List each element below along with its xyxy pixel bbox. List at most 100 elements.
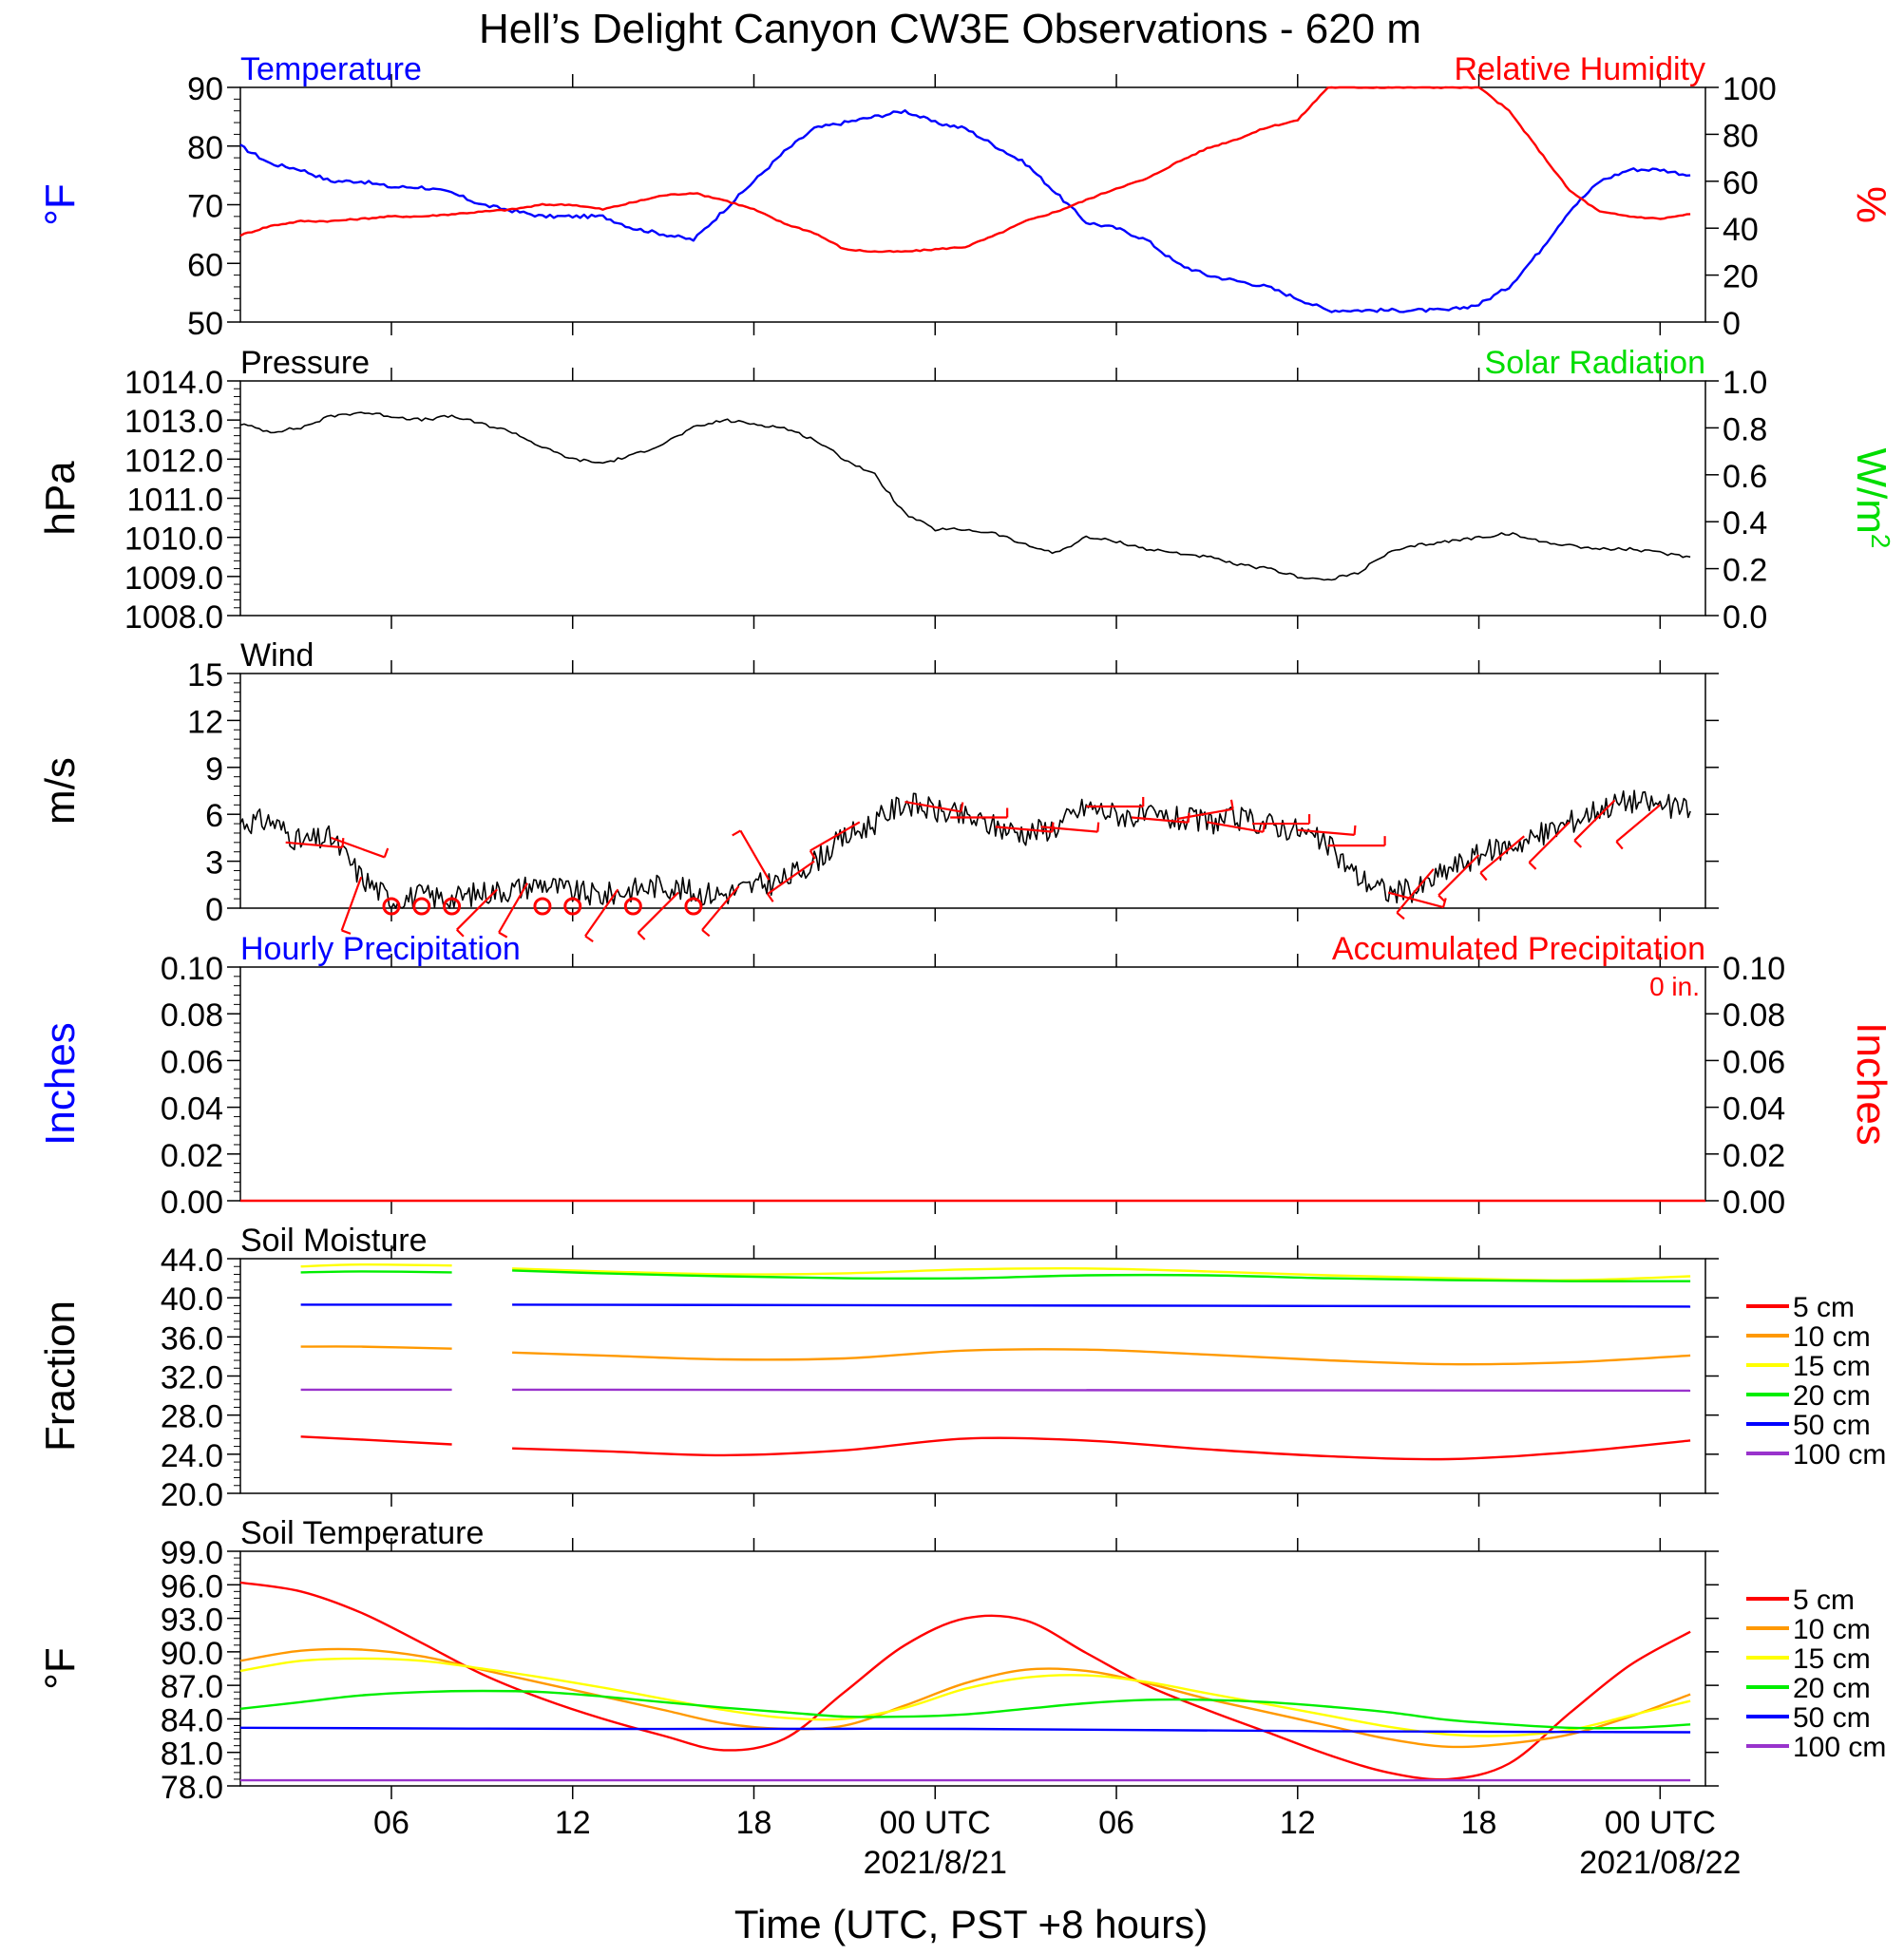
panel-title-right: Relative Humidity	[1454, 51, 1705, 87]
chart-title: Hell’s Delight Canyon CW3E Observations …	[479, 6, 1421, 52]
panel-title-right: Accumulated Precipitation	[1332, 931, 1705, 967]
y-tick-label: 0.10	[161, 951, 223, 987]
wind-barb-calm	[412, 897, 431, 916]
time-tick-label: 06	[1098, 1805, 1134, 1841]
wind-barb-calm	[443, 897, 462, 916]
wind-barb	[701, 885, 740, 931]
panel-title-right: Solar Radiation	[1485, 345, 1705, 381]
wind-barb-flag	[767, 893, 774, 902]
wind-barb	[1297, 828, 1355, 836]
y-axis-label-left: °F	[37, 183, 84, 225]
time-tick-label: 12	[1280, 1805, 1316, 1841]
series-line-left	[239, 789, 1691, 909]
panel-title-left: Hourly Precipitation	[240, 931, 521, 967]
y-tick-label: 6	[205, 798, 223, 834]
accumulation-label: 0 in.	[1649, 972, 1700, 1001]
y-tick-label: 12	[187, 704, 223, 740]
y-tick-label: 24.0	[161, 1438, 223, 1474]
time-tick-label: 12	[555, 1805, 591, 1841]
panel-title-left: Temperature	[240, 51, 422, 87]
panel-frame	[239, 1550, 1706, 1787]
wind-barb	[340, 876, 363, 931]
wind-barb	[331, 836, 386, 859]
wind-barb-calm	[533, 897, 552, 916]
y-tick-label: 1008.0	[124, 599, 223, 636]
wind-barb	[767, 860, 815, 895]
y-tick-label: 1012.0	[124, 443, 223, 479]
wind-barb-calm	[623, 897, 642, 916]
wind-barb-flag	[584, 935, 594, 943]
y-tick-label: 90.0	[161, 1636, 223, 1672]
y-axis-label-right: Inches	[1848, 1022, 1894, 1146]
wind-barb-flag	[637, 932, 646, 940]
y-right-tick-label: 0.02	[1723, 1138, 1785, 1174]
legend-label: 100 cm	[1793, 1439, 1886, 1471]
series-line-left	[239, 411, 1691, 581]
panel-temperature_humidity: 90 80 70 60 50 100 80 60 40 20 0 Temperature Relativ…	[37, 51, 1894, 342]
y-tick-label: 1010.0	[124, 522, 223, 558]
wind-barb	[285, 841, 343, 849]
y-axis-label-left: °F	[37, 1647, 84, 1689]
y-tick-label: 36.0	[161, 1320, 223, 1357]
wind-barb-flag	[701, 929, 711, 938]
time-tick-label: 00 UTC	[1605, 1805, 1716, 1841]
legend-label: 50 cm	[1793, 1410, 1871, 1441]
y-right-tick-label: 0.4	[1723, 505, 1767, 541]
wind-barb-flag	[1479, 872, 1488, 882]
series-line-5-cm	[239, 1581, 1691, 1781]
y-tick-label: 0	[205, 892, 223, 928]
y-tick-label: 99.0	[161, 1535, 223, 1571]
series-line-left	[239, 109, 1691, 313]
wind-barb-flag	[1096, 822, 1100, 832]
legend-label: 5 cm	[1793, 1292, 1855, 1323]
wind-barb-flag	[732, 829, 741, 837]
y-tick-label: 81.0	[161, 1737, 223, 1773]
y-tick-label: 44.0	[161, 1243, 223, 1279]
y-tick-label: 1013.0	[124, 404, 223, 440]
legend-label: 20 cm	[1793, 1380, 1871, 1412]
y-tick-label: 0.06	[161, 1044, 223, 1080]
series-line-50-cm	[512, 1303, 1691, 1308]
y-tick-label: 0.02	[161, 1138, 223, 1174]
series-line-15-cm	[239, 1657, 1691, 1737]
y-tick-label: 15	[187, 657, 223, 693]
wind-barb	[1387, 891, 1444, 909]
wind-barb	[1396, 868, 1435, 914]
legend-label: 15 cm	[1793, 1351, 1871, 1382]
panel-title-left: Pressure	[240, 345, 370, 381]
y-right-tick-label: 0.08	[1723, 997, 1785, 1034]
y-right-tick-label: 0.6	[1723, 459, 1767, 495]
y-tick-label: 9	[205, 751, 223, 788]
series-line-right	[239, 85, 1691, 254]
wind-barb-flag	[1396, 911, 1405, 921]
legend-label: 50 cm	[1793, 1702, 1871, 1734]
wind-barb	[809, 821, 861, 852]
series-line-15-cm	[300, 1262, 452, 1268]
y-right-tick-label: 0.10	[1723, 951, 1785, 987]
series-line-15-cm	[512, 1266, 1691, 1281]
y-tick-label: 50	[187, 306, 223, 342]
y-right-tick-label: 0.06	[1723, 1044, 1785, 1080]
wind-barb-calm	[563, 897, 582, 916]
wind-barb-calm	[684, 897, 703, 916]
y-tick-label: 90	[187, 71, 223, 107]
wind-barb	[498, 883, 528, 934]
legend-label: 20 cm	[1793, 1673, 1871, 1704]
wind-barb	[1176, 807, 1233, 821]
y-tick-label: 40.0	[161, 1281, 223, 1318]
date-label: 2021/08/22	[1579, 1845, 1741, 1881]
y-tick-label: 87.0	[161, 1669, 223, 1705]
legend-label: 5 cm	[1793, 1585, 1855, 1616]
wind-barb-flag	[1573, 840, 1583, 848]
panel-soil_temperature: 99.096.093.090.087.084.081.078.0 Soil Tem…	[37, 1515, 1886, 1806]
time-tick-label: 06	[373, 1805, 409, 1841]
panel-frame	[239, 673, 1706, 909]
date-label: 2021/8/21	[864, 1845, 1007, 1881]
series-line-5-cm	[512, 1436, 1691, 1461]
wind-barb-flag	[1229, 799, 1234, 809]
y-tick-label: 78.0	[161, 1770, 223, 1806]
series-line-100-cm	[512, 1388, 1691, 1393]
panel-frame	[239, 966, 1706, 1202]
wind-barb-flag	[341, 929, 352, 935]
